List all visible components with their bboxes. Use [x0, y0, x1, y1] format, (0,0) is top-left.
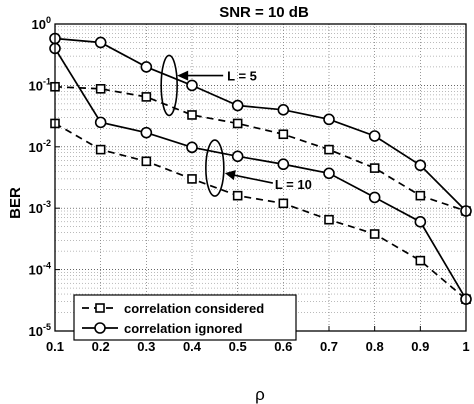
x-tick-label: 0.6: [274, 339, 292, 354]
annotation-arrow-line: [228, 173, 273, 184]
y-tick-label: 10-1: [29, 76, 51, 93]
data-point-square: [232, 190, 243, 201]
data-point-square: [415, 255, 426, 266]
data-point-circle: [323, 113, 335, 126]
y-tick-label: 10-2: [29, 138, 51, 155]
x-tick-label: 0.2: [92, 339, 110, 354]
data-point-circle: [414, 216, 427, 228]
data-point-circle: [186, 79, 198, 92]
x-tick-label: 0.7: [320, 339, 338, 354]
data-point-circle: [94, 36, 107, 49]
data-point-square: [141, 92, 152, 102]
legend-marker-circle: [94, 322, 106, 334]
data-point-square: [187, 110, 197, 120]
series-line-3: [54, 47, 467, 300]
data-point-circle: [414, 159, 427, 172]
annotation-ellipse: [205, 139, 225, 197]
x-tick-label: 0.3: [137, 339, 155, 354]
data-point-square: [278, 129, 289, 140]
annotation-label-l10: L = 10: [275, 177, 312, 192]
y-ticks: 100 10-1 10-2 10-3 10-4 10-5: [29, 15, 60, 339]
x-tick-label: 1: [462, 339, 469, 354]
annotation-ellipse: [160, 54, 178, 117]
data-point-circle: [323, 167, 335, 180]
plot-frame: [54, 23, 467, 332]
y-tick-label: 10-5: [29, 322, 51, 339]
data-point-square: [141, 156, 152, 167]
legend-box: [73, 294, 297, 341]
data-point-circle: [186, 141, 198, 154]
x-tick-label: 0.8: [366, 339, 384, 354]
data-point-circle: [140, 126, 153, 139]
data-point-square: [369, 229, 380, 239]
data-point-square: [95, 84, 106, 94]
data-point-circle: [231, 150, 244, 163]
data-point-circle: [368, 130, 381, 142]
series-layer: [49, 32, 472, 305]
data-point-square: [324, 144, 334, 155]
annotation-arrowhead: [224, 170, 236, 181]
data-point-square: [278, 198, 289, 209]
data-point-square: [324, 214, 334, 225]
series-line-0: [54, 85, 467, 212]
data-point-circle: [231, 99, 244, 112]
data-point-circle: [94, 116, 107, 129]
x-tick-label: 0.1: [46, 339, 64, 354]
x-tick-label: 0.5: [229, 339, 247, 354]
annotations: L = 5 L = 10: [160, 54, 312, 197]
data-point-square: [95, 144, 106, 155]
series-line-1: [54, 37, 467, 212]
data-point-square: [232, 118, 243, 129]
y-tick-label: 10-3: [29, 199, 51, 216]
x-axis-label: ρ: [255, 385, 265, 404]
legend-marker-square: [95, 303, 105, 313]
legend: correlation considered correlation ignore…: [73, 294, 297, 341]
y-tick-label: 100: [32, 15, 51, 32]
data-point-circle: [277, 104, 290, 116]
x-ticks: 0.1 0.2 0.3 0.4 0.5 0.6 0.7 0.8 0.9 1: [46, 326, 470, 354]
y-axis-label: BER: [7, 187, 24, 219]
legend-label: correlation considered: [124, 301, 264, 316]
y-tick-label: 10-4: [29, 261, 51, 278]
data-point-square: [369, 163, 380, 173]
data-point-circle: [277, 158, 290, 171]
series-line-2: [54, 122, 467, 300]
chart-title: SNR = 10 dB: [219, 4, 309, 21]
annotation-label-l5: L = 5: [227, 69, 257, 84]
data-point-circle: [140, 61, 153, 73]
x-tick-label: 0.9: [411, 339, 429, 354]
data-point-circle: [368, 191, 381, 204]
annotation-arrowhead: [177, 70, 189, 81]
grid: [54, 24, 467, 332]
x-tick-label: 0.4: [183, 339, 202, 354]
legend-label: correlation ignored: [124, 321, 243, 336]
data-point-square: [187, 174, 197, 184]
data-point-square: [415, 190, 426, 201]
